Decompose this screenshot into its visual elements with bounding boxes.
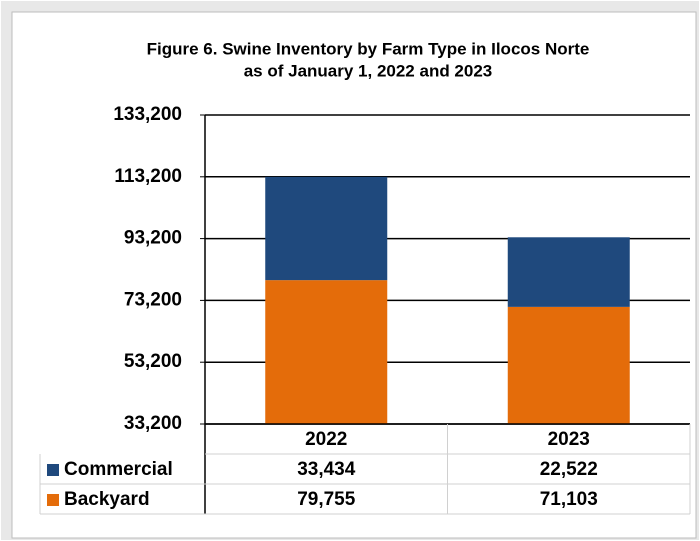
y-tick-label: 113,200	[114, 166, 182, 187]
y-tick-label: 53,200	[124, 351, 182, 372]
table-value: 33,434	[297, 459, 356, 480]
bar-segment	[507, 306, 630, 424]
y-tick-label: 33,200	[124, 413, 182, 434]
bar-segment	[265, 176, 388, 281]
x-tick-label: 2022	[305, 429, 347, 450]
y-tick-label: 93,200	[124, 228, 182, 249]
chart-title: Figure 6. Swine Inventory by Farm Type i…	[147, 39, 590, 58]
legend-swatch	[47, 494, 59, 506]
legend-label: Backyard	[64, 489, 150, 510]
x-tick-label: 2023	[548, 429, 590, 450]
bar-segment	[507, 237, 630, 307]
chart-title: as of January 1, 2022 and 2023	[244, 61, 493, 80]
legend-swatch	[47, 464, 59, 476]
table-value: 71,103	[540, 489, 598, 510]
table-value: 79,755	[297, 489, 356, 510]
bar-segment	[265, 280, 388, 424]
y-tick-label: 73,200	[124, 289, 182, 310]
y-tick-label: 133,200	[113, 104, 182, 125]
legend-label: Commercial	[64, 459, 173, 480]
table-value: 22,522	[540, 459, 598, 480]
